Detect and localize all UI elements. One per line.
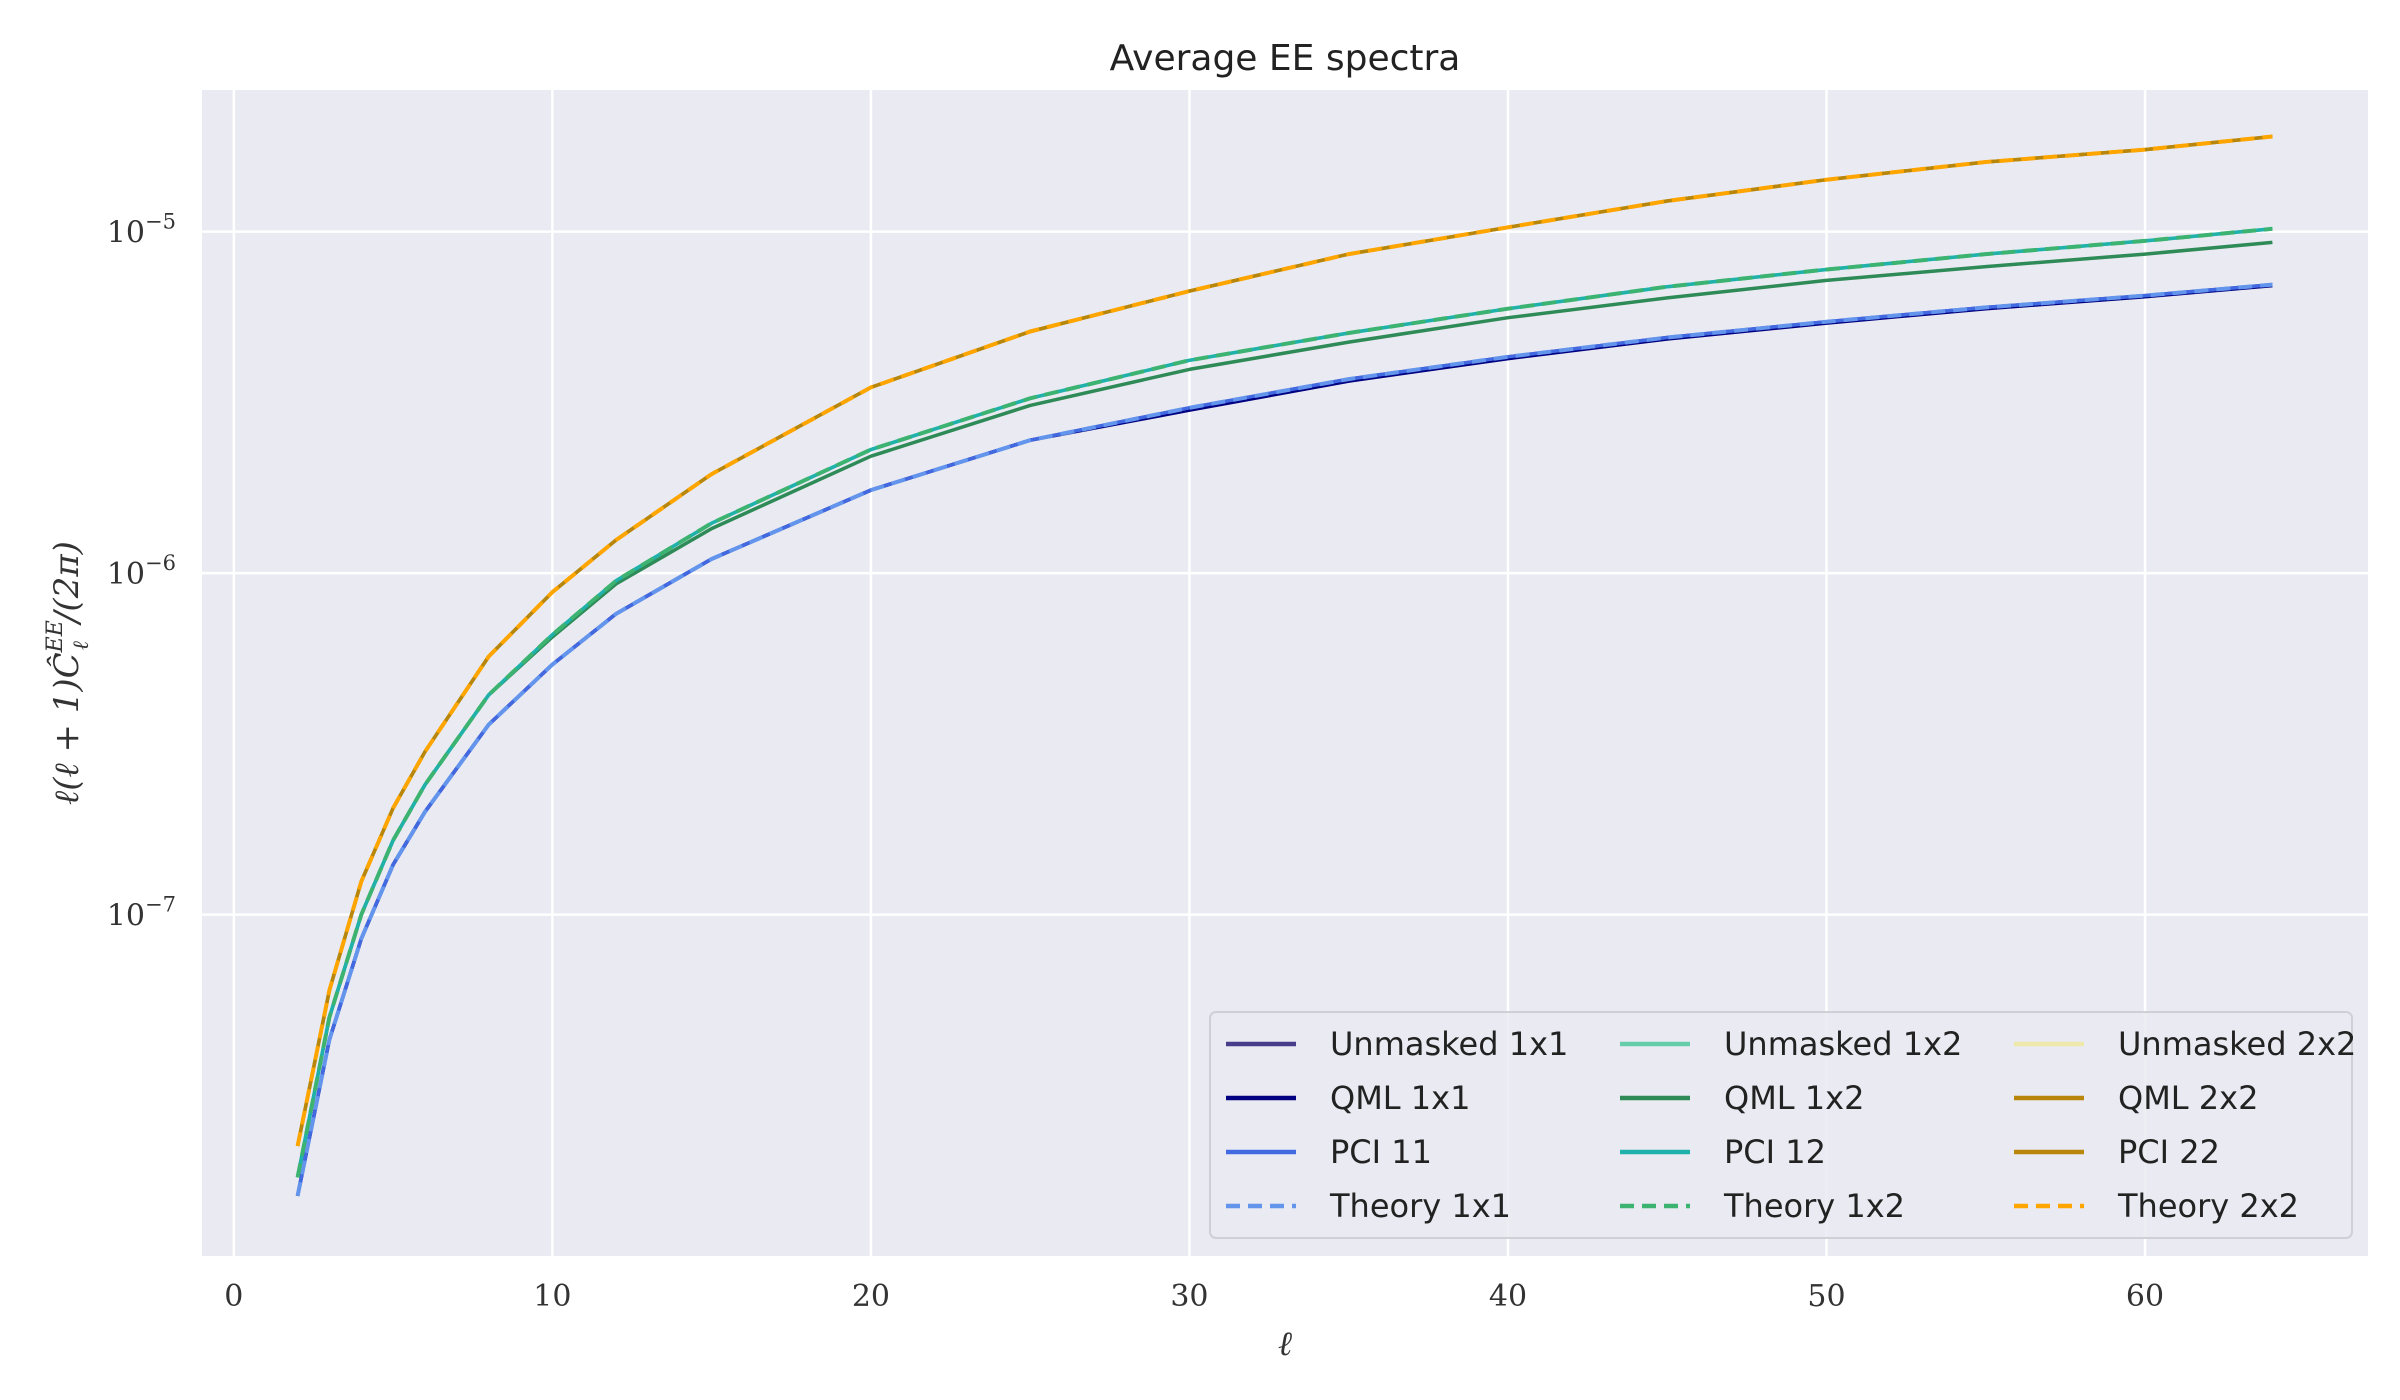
legend-label: QML 2x2 [2118, 1079, 2258, 1117]
series-line-theory-2x2 [295, 134, 2273, 1147]
y-axis-label-tail: /(2π) [47, 541, 87, 626]
x-axis-label: ℓ [1278, 1324, 1292, 1364]
legend-box [1209, 1011, 2353, 1239]
legend-label: QML 1x1 [1330, 1079, 1470, 1117]
x-tick-label: 30 [1170, 1279, 1208, 1314]
y-axis-label: ℓ(ℓ + 1)ĈEEℓ /(2π) [43, 541, 94, 805]
legend-label: QML 1x2 [1724, 1079, 1864, 1117]
legend-label: Unmasked 2x2 [2118, 1025, 2356, 1063]
y-axis-label-super: EE [43, 620, 68, 653]
y-tick-label: 10−6 [107, 551, 176, 592]
legend-label: Unmasked 1x1 [1330, 1025, 1568, 1063]
legend-label: PCI 12 [1724, 1133, 1826, 1171]
x-tick-labels: 0 10 20 30 40 50 60 [224, 1279, 2164, 1314]
legend-label: Theory 1x2 [1723, 1187, 1905, 1225]
legend-label: Unmasked 1x2 [1724, 1025, 1962, 1063]
legend-label: PCI 22 [2118, 1133, 2220, 1171]
x-tick-label: 60 [2126, 1279, 2164, 1314]
chart-title: Average EE spectra [1110, 38, 1461, 79]
y-axis-label-sub: ℓ [69, 640, 94, 650]
legend-label: Theory 2x2 [2117, 1187, 2299, 1225]
x-tick-label: 10 [533, 1279, 571, 1314]
series-line-theory-1x1 [295, 282, 2273, 1197]
legend: Unmasked 1x1 QML 1x1 PCI 11 Theory 1x1 Unmas… [1209, 1011, 2356, 1239]
y-tick-labels: 10−7 10−6 10−5 [107, 210, 176, 934]
legend-label: PCI 11 [1330, 1133, 1432, 1171]
x-tick-label: 20 [852, 1279, 890, 1314]
legend-label: Theory 1x1 [1329, 1187, 1511, 1225]
x-tick-label: 0 [224, 1279, 243, 1314]
y-tick-label: 10−7 [107, 893, 176, 934]
x-tick-label: 50 [1807, 1279, 1845, 1314]
y-tick-label: 10−5 [107, 210, 176, 251]
y-axis-label-main: ℓ(ℓ + 1)Ĉ [46, 652, 87, 805]
series-lines [295, 134, 2273, 1197]
x-tick-label: 40 [1489, 1279, 1527, 1314]
series-line-theory-1x2 [295, 226, 2273, 1178]
